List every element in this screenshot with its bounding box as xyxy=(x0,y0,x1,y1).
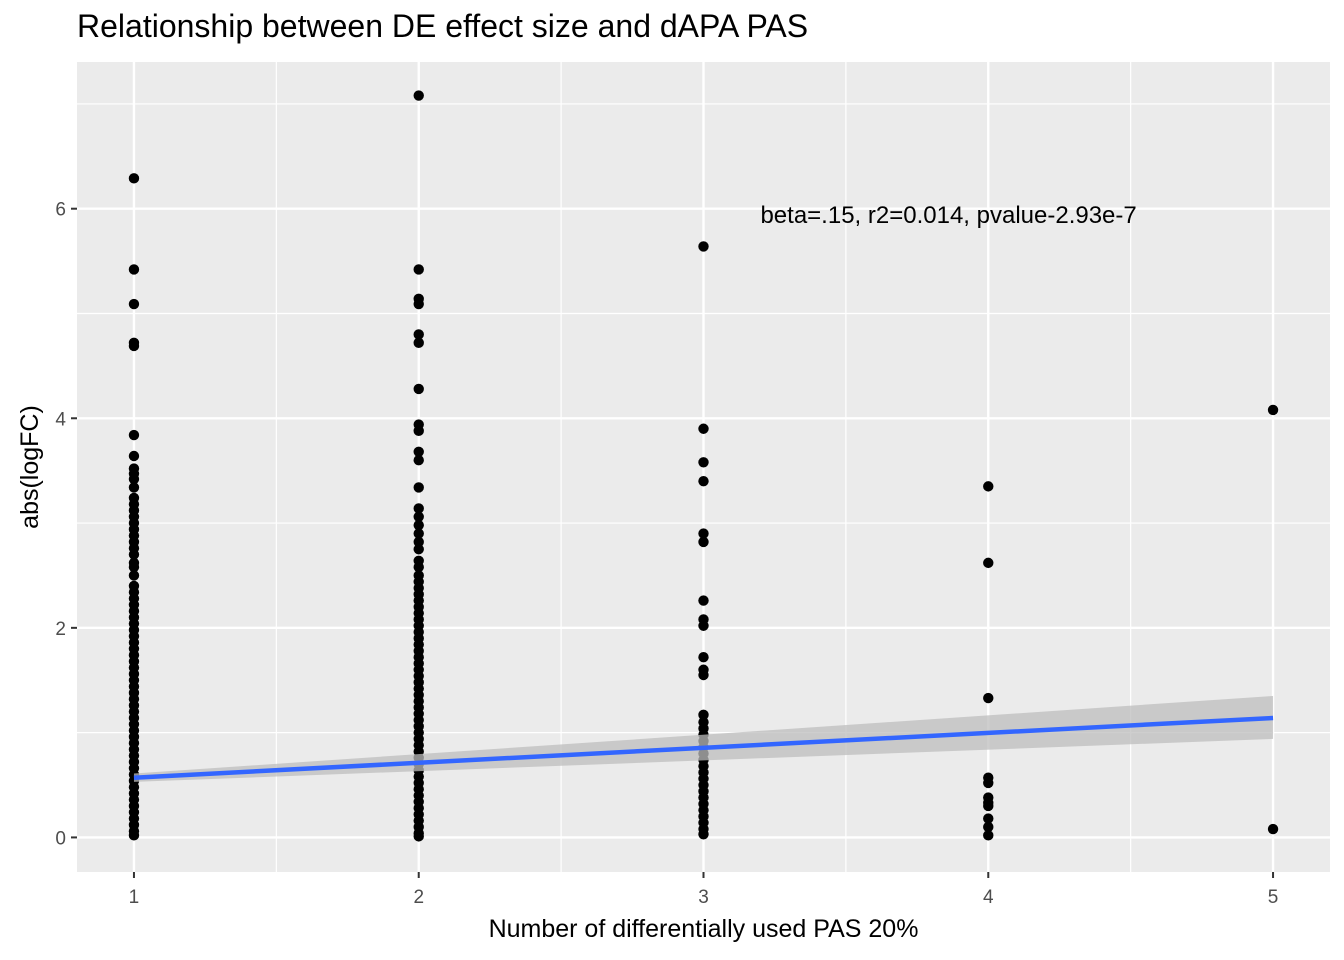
data-point xyxy=(413,454,424,466)
data-point xyxy=(413,446,424,458)
data-point xyxy=(128,429,140,441)
data-point xyxy=(698,669,709,681)
data-point xyxy=(413,528,424,539)
regression-line xyxy=(133,715,1274,780)
data-point xyxy=(698,620,709,631)
data-point xyxy=(983,800,994,812)
data-point xyxy=(413,831,424,842)
data-point xyxy=(413,482,424,493)
data-point xyxy=(698,651,709,663)
data-point xyxy=(698,457,709,468)
data-point xyxy=(983,557,994,569)
x-tick-label: 5 xyxy=(1268,887,1279,908)
data-point xyxy=(698,595,709,606)
data-point xyxy=(698,475,709,487)
x-axis-ticks: 1 2 3 4 5 xyxy=(129,872,1279,908)
chart-title: Relationship between DE effect size and … xyxy=(77,8,809,44)
x-tick-label: 4 xyxy=(983,887,994,908)
data-point xyxy=(1267,823,1279,835)
data-point xyxy=(983,830,994,841)
data-point xyxy=(128,482,140,493)
x-tick-label: 2 xyxy=(413,887,424,908)
data-point xyxy=(698,241,709,252)
data-point xyxy=(413,264,424,275)
y-tick-label: 4 xyxy=(55,409,66,430)
y-tick-label: 2 xyxy=(55,619,66,640)
data-point xyxy=(1267,404,1279,416)
regression-annotation: beta=.15, r2=0.014, pvalue-2.93e-7 xyxy=(760,202,1136,229)
data-point xyxy=(128,450,140,462)
data-points xyxy=(128,90,1279,842)
data-point xyxy=(413,383,424,395)
data-point xyxy=(413,511,424,522)
data-point xyxy=(413,519,424,531)
y-axis-title: abs(logFC) xyxy=(16,405,44,529)
data-point xyxy=(413,298,424,310)
data-point xyxy=(128,830,140,841)
data-point xyxy=(128,173,140,184)
data-point xyxy=(698,423,709,434)
data-point xyxy=(413,425,424,437)
data-point xyxy=(128,561,140,573)
data-point xyxy=(698,709,709,721)
data-point xyxy=(698,829,709,840)
x-tick-label: 3 xyxy=(698,887,709,908)
data-point xyxy=(983,692,994,704)
data-point xyxy=(128,298,140,310)
data-point xyxy=(413,536,424,548)
data-point xyxy=(128,340,140,352)
data-point xyxy=(413,503,424,514)
data-point xyxy=(983,777,994,789)
data-point xyxy=(413,337,424,349)
data-point xyxy=(128,549,140,560)
data-point xyxy=(413,329,424,340)
data-point xyxy=(983,481,994,492)
data-point xyxy=(983,821,994,833)
confidence-band xyxy=(133,695,1274,782)
data-point xyxy=(698,536,709,548)
data-point xyxy=(698,528,709,539)
x-tick-label: 1 xyxy=(129,887,140,908)
x-axis-title: Number of differentially used PAS 20% xyxy=(489,915,919,943)
data-point xyxy=(128,570,140,581)
data-point xyxy=(128,473,140,485)
data-point xyxy=(413,544,424,555)
data-point xyxy=(413,90,424,101)
data-point xyxy=(983,813,994,824)
y-tick-label: 6 xyxy=(55,200,66,221)
y-tick-label: 0 xyxy=(55,828,66,849)
data-point xyxy=(128,264,140,275)
y-axis-ticks: 0 2 4 6 xyxy=(55,200,77,849)
data-point xyxy=(413,561,424,573)
